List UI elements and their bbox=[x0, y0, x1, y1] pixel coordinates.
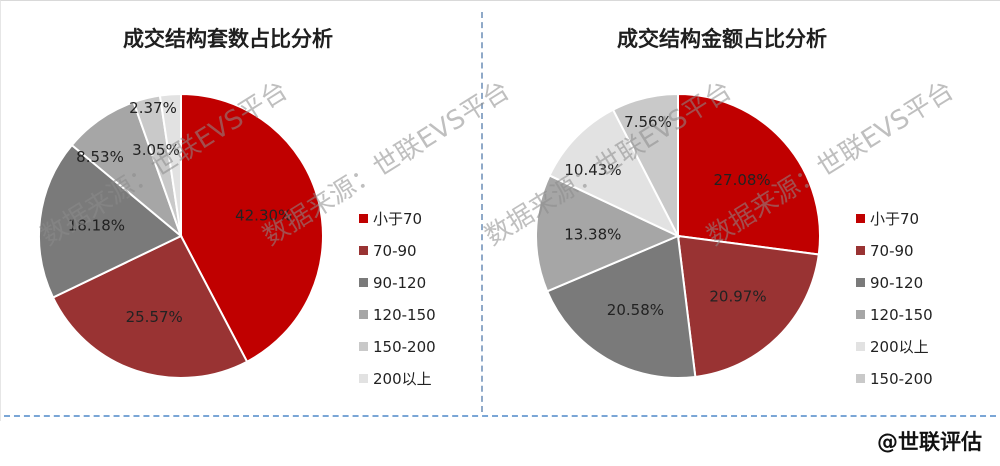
bottom-rule bbox=[4, 415, 996, 417]
slice-label-120-150: 8.53% bbox=[76, 148, 124, 166]
slice-label-90-120: 18.18% bbox=[68, 217, 125, 235]
legend-swatch-200以上 bbox=[856, 342, 865, 351]
chart-amount: 成交结构金额占比分析 27.08% 20.97% 20.58% 13.38% 10.43… bbox=[535, 27, 933, 388]
legend-swatch-70-90 bbox=[359, 246, 368, 255]
chart-units: 成交结构套数占比分析 42.30% 25.57% 18.18% 8.53% 3.05% 2… bbox=[38, 27, 436, 388]
slice-labels-units: 42.30% 25.57% 18.18% 8.53% 3.05% 2.37% bbox=[68, 99, 293, 326]
legend-swatch-90-120 bbox=[856, 278, 865, 287]
legend-label-150-200: 150-200 bbox=[870, 370, 933, 388]
slice-label-小于70: 42.30% bbox=[235, 207, 292, 225]
slice-labels-amount: 27.08% 20.97% 20.58% 13.38% 10.43% 7.56% bbox=[564, 113, 771, 319]
pie-slice-小于70 bbox=[180, 92, 324, 364]
pie-slice-150-200 bbox=[611, 92, 679, 237]
legend-label-200以上: 200以上 bbox=[373, 370, 432, 388]
slice-label-200以上: 2.37% bbox=[129, 99, 177, 117]
legend-swatch-200以上 bbox=[359, 374, 368, 383]
chart-title-units: 成交结构套数占比分析 bbox=[123, 27, 333, 51]
slice-label-200以上: 10.43% bbox=[564, 161, 621, 179]
legend-label-200以上: 200以上 bbox=[870, 338, 929, 356]
legend-swatch-150-200 bbox=[359, 342, 368, 351]
panel-divider bbox=[481, 12, 483, 412]
slice-label-小于70: 27.08% bbox=[713, 171, 770, 189]
pie-slice-70-90 bbox=[676, 234, 820, 379]
credit-text: @世联评估 bbox=[877, 430, 982, 454]
chart-title-amount: 成交结构金额占比分析 bbox=[617, 27, 827, 51]
legend-swatch-70-90 bbox=[856, 246, 865, 255]
legend-label-90-120: 90-120 bbox=[870, 274, 923, 292]
pie-slice-200以上 bbox=[548, 108, 681, 239]
legend-swatch-90-120 bbox=[359, 278, 368, 287]
pie-slice-小于70 bbox=[677, 92, 821, 256]
legend-amount: 小于70 70-90 90-120 120-150 200以上 150-200 bbox=[856, 210, 933, 388]
pie-slice-200以上 bbox=[158, 92, 182, 237]
legend-swatch-150-200 bbox=[856, 374, 865, 383]
legend-swatch-小于70 bbox=[359, 214, 368, 223]
slice-label-150-200: 7.56% bbox=[624, 113, 672, 131]
slice-label-70-90: 25.57% bbox=[126, 308, 183, 326]
slice-label-70-90: 20.97% bbox=[709, 288, 766, 306]
legend-label-150-200: 150-200 bbox=[373, 338, 436, 356]
charts-svg: 成交结构套数占比分析 42.30% 25.57% 18.18% 8.53% 3.05% 2… bbox=[36, 27, 959, 388]
legend-label-70-90: 70-90 bbox=[870, 242, 914, 260]
legend-label-120-150: 120-150 bbox=[373, 306, 436, 324]
legend-swatch-120-150 bbox=[359, 310, 368, 319]
legend-label-小于70: 小于70 bbox=[870, 210, 919, 228]
slice-label-150-200: 3.05% bbox=[132, 141, 180, 159]
legend-label-120-150: 120-150 bbox=[870, 306, 933, 324]
legend-label-70-90: 70-90 bbox=[373, 242, 417, 260]
legend-label-小于70: 小于70 bbox=[373, 210, 422, 228]
slice-label-90-120: 20.58% bbox=[607, 301, 664, 319]
legend-label-90-120: 90-120 bbox=[373, 274, 426, 292]
legend-units: 小于70 70-90 90-120 120-150 150-200 200以上 bbox=[359, 210, 436, 388]
pie-units bbox=[38, 92, 324, 379]
slice-label-120-150: 13.38% bbox=[564, 225, 621, 243]
legend-swatch-120-150 bbox=[856, 310, 865, 319]
pie-slice-90-120 bbox=[38, 143, 183, 299]
pie-slice-70-90 bbox=[51, 234, 249, 379]
pie-amount bbox=[535, 92, 821, 379]
pie-slice-120-150 bbox=[535, 174, 681, 293]
legend-swatch-小于70 bbox=[856, 214, 865, 223]
pie-slice-90-120 bbox=[545, 234, 697, 379]
